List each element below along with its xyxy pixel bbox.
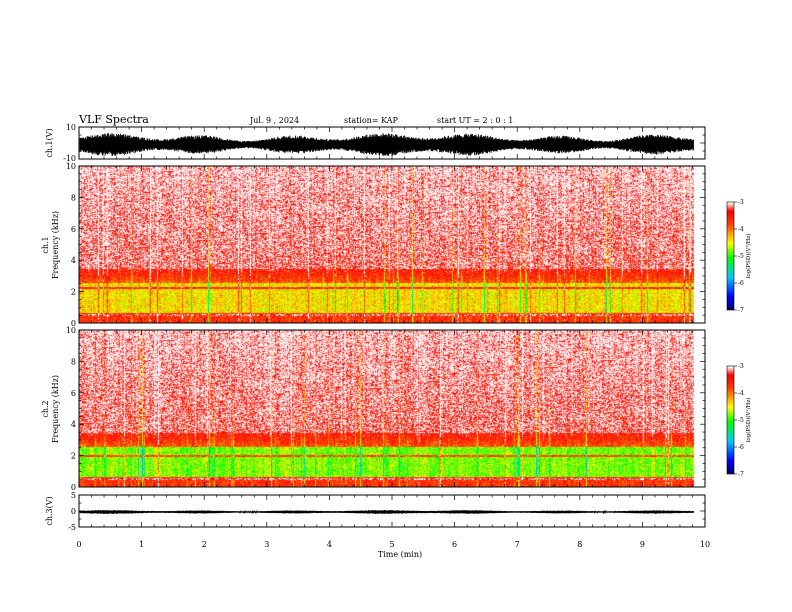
colorbar1-tick-label--3: -3 [738, 199, 744, 206]
ch1-waveform-trace [79, 132, 694, 157]
ch1-spectrogram-image [79, 166, 705, 323]
ch1-waveform-ylabel: ch.1(V) [45, 128, 54, 157]
ch1-ytick-bottom: -10 [63, 154, 76, 163]
ch2-spectrogram-image [79, 330, 705, 487]
colorbar2-tick-label--7: -7 [738, 471, 744, 478]
ch2-spectrogram-panel: 0 2 4 6 8 10 ch.2 Frequency (kHz) -3 -4 -5 -6 -7 … [41, 326, 752, 492]
ch3-ytick-bottom: -5 [68, 523, 76, 532]
ch3-ytick-top: 5 [71, 491, 76, 500]
x-tick-label-6: 6 [452, 540, 457, 549]
spec1-ytick-label-10: 10 [66, 162, 76, 171]
ch1-waveform-panel: 10 -10 ch.1(V) [45, 123, 706, 163]
colorbar2-tick-label--3: -3 [738, 363, 744, 370]
colorbar1-tick-label--7: -7 [738, 307, 744, 314]
colorbar1-tick-label--5: -5 [738, 253, 744, 260]
x-tick-label-1: 1 [139, 540, 144, 549]
ch1-spectrogram-panel: 0 2 4 6 8 10 ch.1 Frequency (kHz) -3 -4 -5 -6 -7 … [41, 162, 752, 328]
station-label: station= KAP [344, 116, 399, 125]
ch2-colorbar: -3 -4 -5 -6 -7 log(PSD)(V²/Hz) [726, 363, 752, 478]
x-tick-label-3: 3 [264, 540, 269, 549]
ch2-colorbar-label: log(PSD)(V²/Hz) [745, 398, 752, 443]
x-tick-label-10: 10 [700, 540, 710, 549]
x-tick-label-8: 8 [577, 540, 582, 549]
spec2-ytick-label-8: 8 [71, 357, 76, 366]
ch3-waveform-ylabel: ch.3(V) [45, 496, 54, 525]
ch3-waveform-panel: 5 0 -5 ch.3(V) [45, 491, 706, 532]
x-tick-label-4: 4 [327, 540, 332, 549]
ch1-colorbar-image [727, 202, 734, 310]
x-tick-label-5: 5 [389, 540, 394, 549]
spec2-ytick-label-0: 0 [71, 483, 76, 492]
ch1-ytick-top: 10 [66, 123, 76, 132]
x-tick-label-7: 7 [515, 540, 520, 549]
spec1-ytick-label-2: 2 [71, 288, 76, 297]
x-tick-label-9: 9 [640, 540, 645, 549]
x-tick-label-2: 2 [202, 540, 207, 549]
spec2-ytick-label-10: 10 [66, 326, 76, 335]
colorbar2-tick-label--6: -6 [738, 444, 744, 451]
colorbar1-tick-label--4: -4 [738, 226, 744, 233]
ch1-colorbar: -3 -4 -5 -6 -7 log(PSD)(V²/Hz) [726, 199, 752, 314]
spec2-ytick-label-2: 2 [71, 452, 76, 461]
spec1-ytick-label-0: 0 [71, 319, 76, 328]
colorbar2-tick-label--5: -5 [738, 417, 744, 424]
colorbar1-tick-label--6: -6 [738, 280, 744, 287]
colorbar2-tick-label--4: -4 [738, 390, 744, 397]
ch1-colorbar-label: log(PSD)(V²/Hz) [745, 234, 752, 279]
figure-title: VLF Spectra [78, 113, 149, 126]
ch2-spectrogram-ylabel-freq: Frequency (kHz) [51, 375, 60, 443]
start-time-label: start UT = 2 : 0 : 1 [437, 116, 513, 125]
ch1-spectrogram-ylabel-ch: ch.1 [41, 236, 50, 253]
ch3-ytick-mid: 0 [71, 507, 76, 516]
date-label: Jul. 9 , 2024 [249, 116, 299, 125]
spec1-ytick-label-6: 6 [71, 225, 76, 234]
x-tick-label-0: 0 [76, 540, 81, 549]
ch2-colorbar-image [727, 366, 734, 474]
spec1-ytick-label-4: 4 [71, 256, 76, 265]
ch3-waveform-trace [79, 509, 694, 515]
spec2-ytick-label-4: 4 [71, 420, 76, 429]
spec1-ytick-label-8: 8 [71, 193, 76, 202]
ch2-spectrogram-ylabel-ch: ch.2 [41, 400, 50, 417]
spec2-ytick-label-6: 6 [71, 389, 76, 398]
ch1-spectrogram-ylabel-freq: Frequency (kHz) [51, 211, 60, 279]
x-axis-label: Time (min) [378, 550, 422, 559]
